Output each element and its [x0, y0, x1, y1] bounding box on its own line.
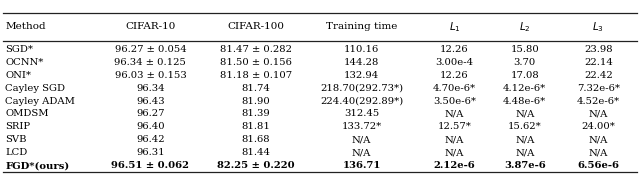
- Text: 22.42: 22.42: [584, 71, 612, 80]
- Text: 81.50 ± 0.156: 81.50 ± 0.156: [220, 58, 292, 67]
- Text: 81.39: 81.39: [242, 110, 270, 118]
- Text: SGD*: SGD*: [5, 45, 33, 54]
- Text: 3.50e-6*: 3.50e-6*: [433, 97, 476, 106]
- Text: 15.80: 15.80: [511, 45, 539, 54]
- Text: FGD*(ours): FGD*(ours): [5, 161, 69, 170]
- Text: 81.90: 81.90: [242, 97, 270, 106]
- Text: N/A: N/A: [515, 135, 534, 144]
- Text: 23.98: 23.98: [584, 45, 612, 54]
- Text: 96.34: 96.34: [136, 84, 164, 93]
- Text: Cayley SGD: Cayley SGD: [5, 84, 65, 93]
- Text: 96.34 ± 0.125: 96.34 ± 0.125: [115, 58, 186, 67]
- Text: 4.52e-6*: 4.52e-6*: [577, 97, 620, 106]
- Text: 12.26: 12.26: [440, 71, 468, 80]
- Text: 144.28: 144.28: [344, 58, 380, 67]
- Text: SVB: SVB: [5, 135, 27, 144]
- Text: $L_1$: $L_1$: [449, 20, 460, 34]
- Text: 81.74: 81.74: [241, 84, 271, 93]
- Text: Cayley ADAM: Cayley ADAM: [5, 97, 75, 106]
- Text: OCNN*: OCNN*: [5, 58, 44, 67]
- Text: 96.31: 96.31: [136, 148, 164, 157]
- Text: 3.00e-4: 3.00e-4: [435, 58, 474, 67]
- Text: 4.70e-6*: 4.70e-6*: [433, 84, 476, 93]
- Text: 7.32e-6*: 7.32e-6*: [577, 84, 620, 93]
- Text: N/A: N/A: [589, 135, 608, 144]
- Text: 218.70(292.73*): 218.70(292.73*): [320, 84, 403, 93]
- Text: 96.40: 96.40: [136, 122, 164, 131]
- Text: 312.45: 312.45: [344, 110, 380, 118]
- Text: 4.12e-6*: 4.12e-6*: [503, 84, 547, 93]
- Text: 81.47 ± 0.282: 81.47 ± 0.282: [220, 45, 292, 54]
- Text: 3.70: 3.70: [514, 58, 536, 67]
- Text: 81.81: 81.81: [241, 122, 271, 131]
- Text: 4.48e-6*: 4.48e-6*: [503, 97, 547, 106]
- Text: 12.26: 12.26: [440, 45, 468, 54]
- Text: 96.27 ± 0.054: 96.27 ± 0.054: [115, 45, 186, 54]
- Text: N/A: N/A: [352, 135, 371, 144]
- Text: 12.57*: 12.57*: [438, 122, 471, 131]
- Text: $L_2$: $L_2$: [519, 20, 531, 34]
- Text: CIFAR-10: CIFAR-10: [125, 22, 175, 31]
- Text: CIFAR-100: CIFAR-100: [227, 22, 285, 31]
- Text: N/A: N/A: [515, 110, 534, 118]
- Text: Method: Method: [5, 22, 45, 31]
- Text: N/A: N/A: [589, 110, 608, 118]
- Text: 96.42: 96.42: [136, 135, 164, 144]
- Text: $L_3$: $L_3$: [593, 20, 604, 34]
- Text: 3.87e-6: 3.87e-6: [504, 161, 546, 170]
- Text: N/A: N/A: [352, 148, 371, 157]
- Text: 82.25 ± 0.220: 82.25 ± 0.220: [217, 161, 295, 170]
- Text: 96.03 ± 0.153: 96.03 ± 0.153: [115, 71, 186, 80]
- Text: 81.18 ± 0.107: 81.18 ± 0.107: [220, 71, 292, 80]
- Text: 17.08: 17.08: [511, 71, 539, 80]
- Text: ONI*: ONI*: [5, 71, 31, 80]
- Text: N/A: N/A: [445, 135, 464, 144]
- Text: Training time: Training time: [326, 22, 397, 31]
- Text: SRIP: SRIP: [5, 122, 30, 131]
- Text: 96.43: 96.43: [136, 97, 164, 106]
- Text: 110.16: 110.16: [344, 45, 380, 54]
- Text: 24.00*: 24.00*: [582, 122, 615, 131]
- Text: 22.14: 22.14: [584, 58, 613, 67]
- Text: LCD: LCD: [5, 148, 28, 157]
- Text: 96.51 ± 0.062: 96.51 ± 0.062: [111, 161, 189, 170]
- Text: 15.62*: 15.62*: [508, 122, 541, 131]
- Text: 81.44: 81.44: [241, 148, 271, 157]
- Text: 224.40(292.89*): 224.40(292.89*): [320, 97, 403, 106]
- Text: 132.94: 132.94: [344, 71, 380, 80]
- Text: N/A: N/A: [445, 110, 464, 118]
- Text: 96.27: 96.27: [136, 110, 164, 118]
- Text: 133.72*: 133.72*: [342, 122, 381, 131]
- Text: 2.12e-6: 2.12e-6: [433, 161, 476, 170]
- Text: 81.68: 81.68: [242, 135, 270, 144]
- Text: 6.56e-6: 6.56e-6: [577, 161, 620, 170]
- Text: 136.71: 136.71: [342, 161, 381, 170]
- Text: N/A: N/A: [445, 148, 464, 157]
- Text: OMDSM: OMDSM: [5, 110, 49, 118]
- Text: N/A: N/A: [589, 148, 608, 157]
- Text: N/A: N/A: [515, 148, 534, 157]
